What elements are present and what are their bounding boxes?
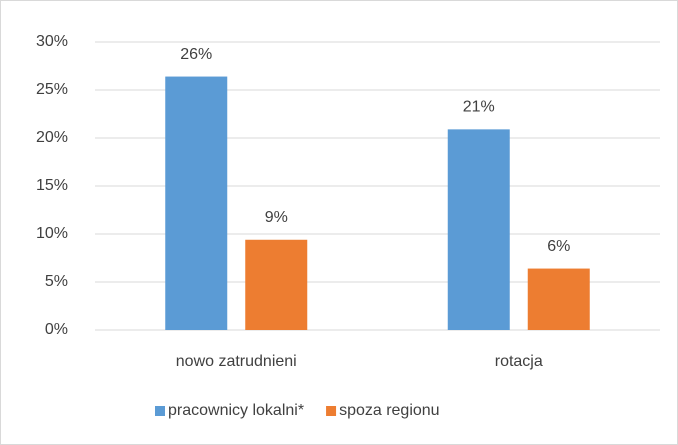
y-tick-label: 15% bbox=[36, 177, 68, 194]
bar bbox=[165, 76, 228, 330]
y-tick-label: 5% bbox=[45, 273, 68, 290]
value-label: 9% bbox=[265, 209, 288, 226]
x-tick-label: rotacja bbox=[495, 353, 543, 370]
legend-label: spoza regionu bbox=[339, 402, 440, 419]
bar bbox=[245, 239, 308, 330]
y-tick-label: 25% bbox=[36, 81, 68, 98]
value-label: 6% bbox=[547, 238, 570, 255]
x-tick-label: nowo zatrudnieni bbox=[176, 353, 297, 370]
y-tick-label: 0% bbox=[45, 321, 68, 338]
bar bbox=[447, 129, 510, 330]
legend-label: pracownicy lokalni* bbox=[168, 402, 304, 419]
value-label: 26% bbox=[180, 46, 212, 63]
legend-swatch bbox=[326, 406, 337, 416]
y-tick-label: 30% bbox=[36, 33, 68, 50]
y-tick-label: 10% bbox=[36, 225, 68, 242]
value-label: 21% bbox=[463, 99, 495, 116]
y-tick-label: 20% bbox=[36, 129, 68, 146]
bar bbox=[527, 268, 590, 330]
legend-swatch bbox=[155, 406, 165, 416]
